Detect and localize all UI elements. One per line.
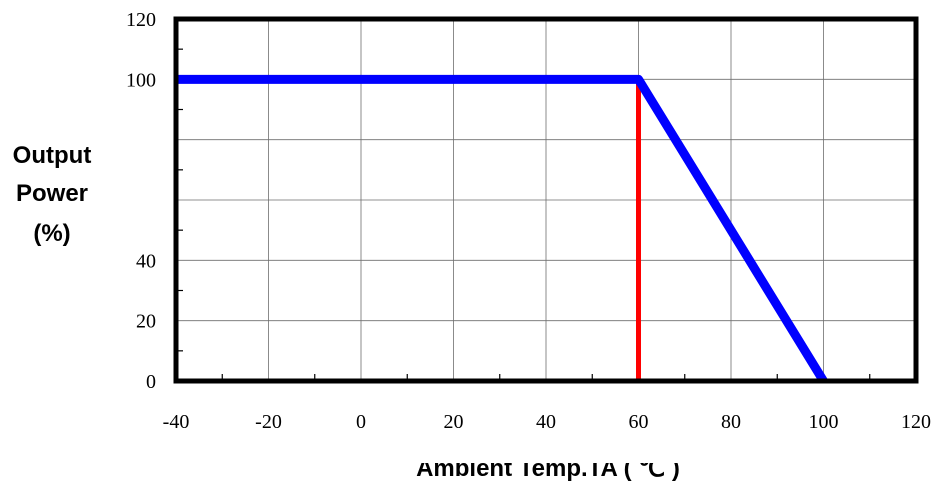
x-tick-label: 0 (356, 411, 366, 433)
x-tick-label: -20 (255, 411, 282, 433)
x-tick-label: 60 (629, 411, 649, 433)
series-line (176, 74, 828, 384)
y-axis-label-line-1: Output (13, 142, 92, 169)
x-tick-label: 20 (444, 411, 464, 433)
y-axis-label-line-2: Power (16, 180, 88, 207)
x-tick-label: 100 (809, 411, 839, 433)
minor-ticks (176, 48, 871, 381)
plot-frame (173, 16, 919, 384)
y-axis-label-line-3: (%) (33, 220, 70, 247)
y-tick-label: 0 (146, 371, 156, 393)
x-tick-label: 80 (721, 411, 741, 433)
x-tick-label: 120 (901, 411, 931, 433)
grid-lines (176, 19, 916, 381)
x-label-overlap (380, 440, 800, 463)
y-tick-label: 100 (126, 69, 156, 91)
x-tick-label: -40 (163, 411, 190, 433)
y-tick-label: 40 (136, 250, 156, 272)
y-tick-label: 120 (126, 9, 156, 31)
x-tick-label: 40 (536, 411, 556, 433)
y-tick-label: 20 (136, 311, 156, 333)
series-lines (176, 74, 828, 384)
y-label-overlap (104, 120, 170, 250)
x-tick-labels: -40 -20 0 20 40 60 80 100 120 (163, 411, 931, 433)
